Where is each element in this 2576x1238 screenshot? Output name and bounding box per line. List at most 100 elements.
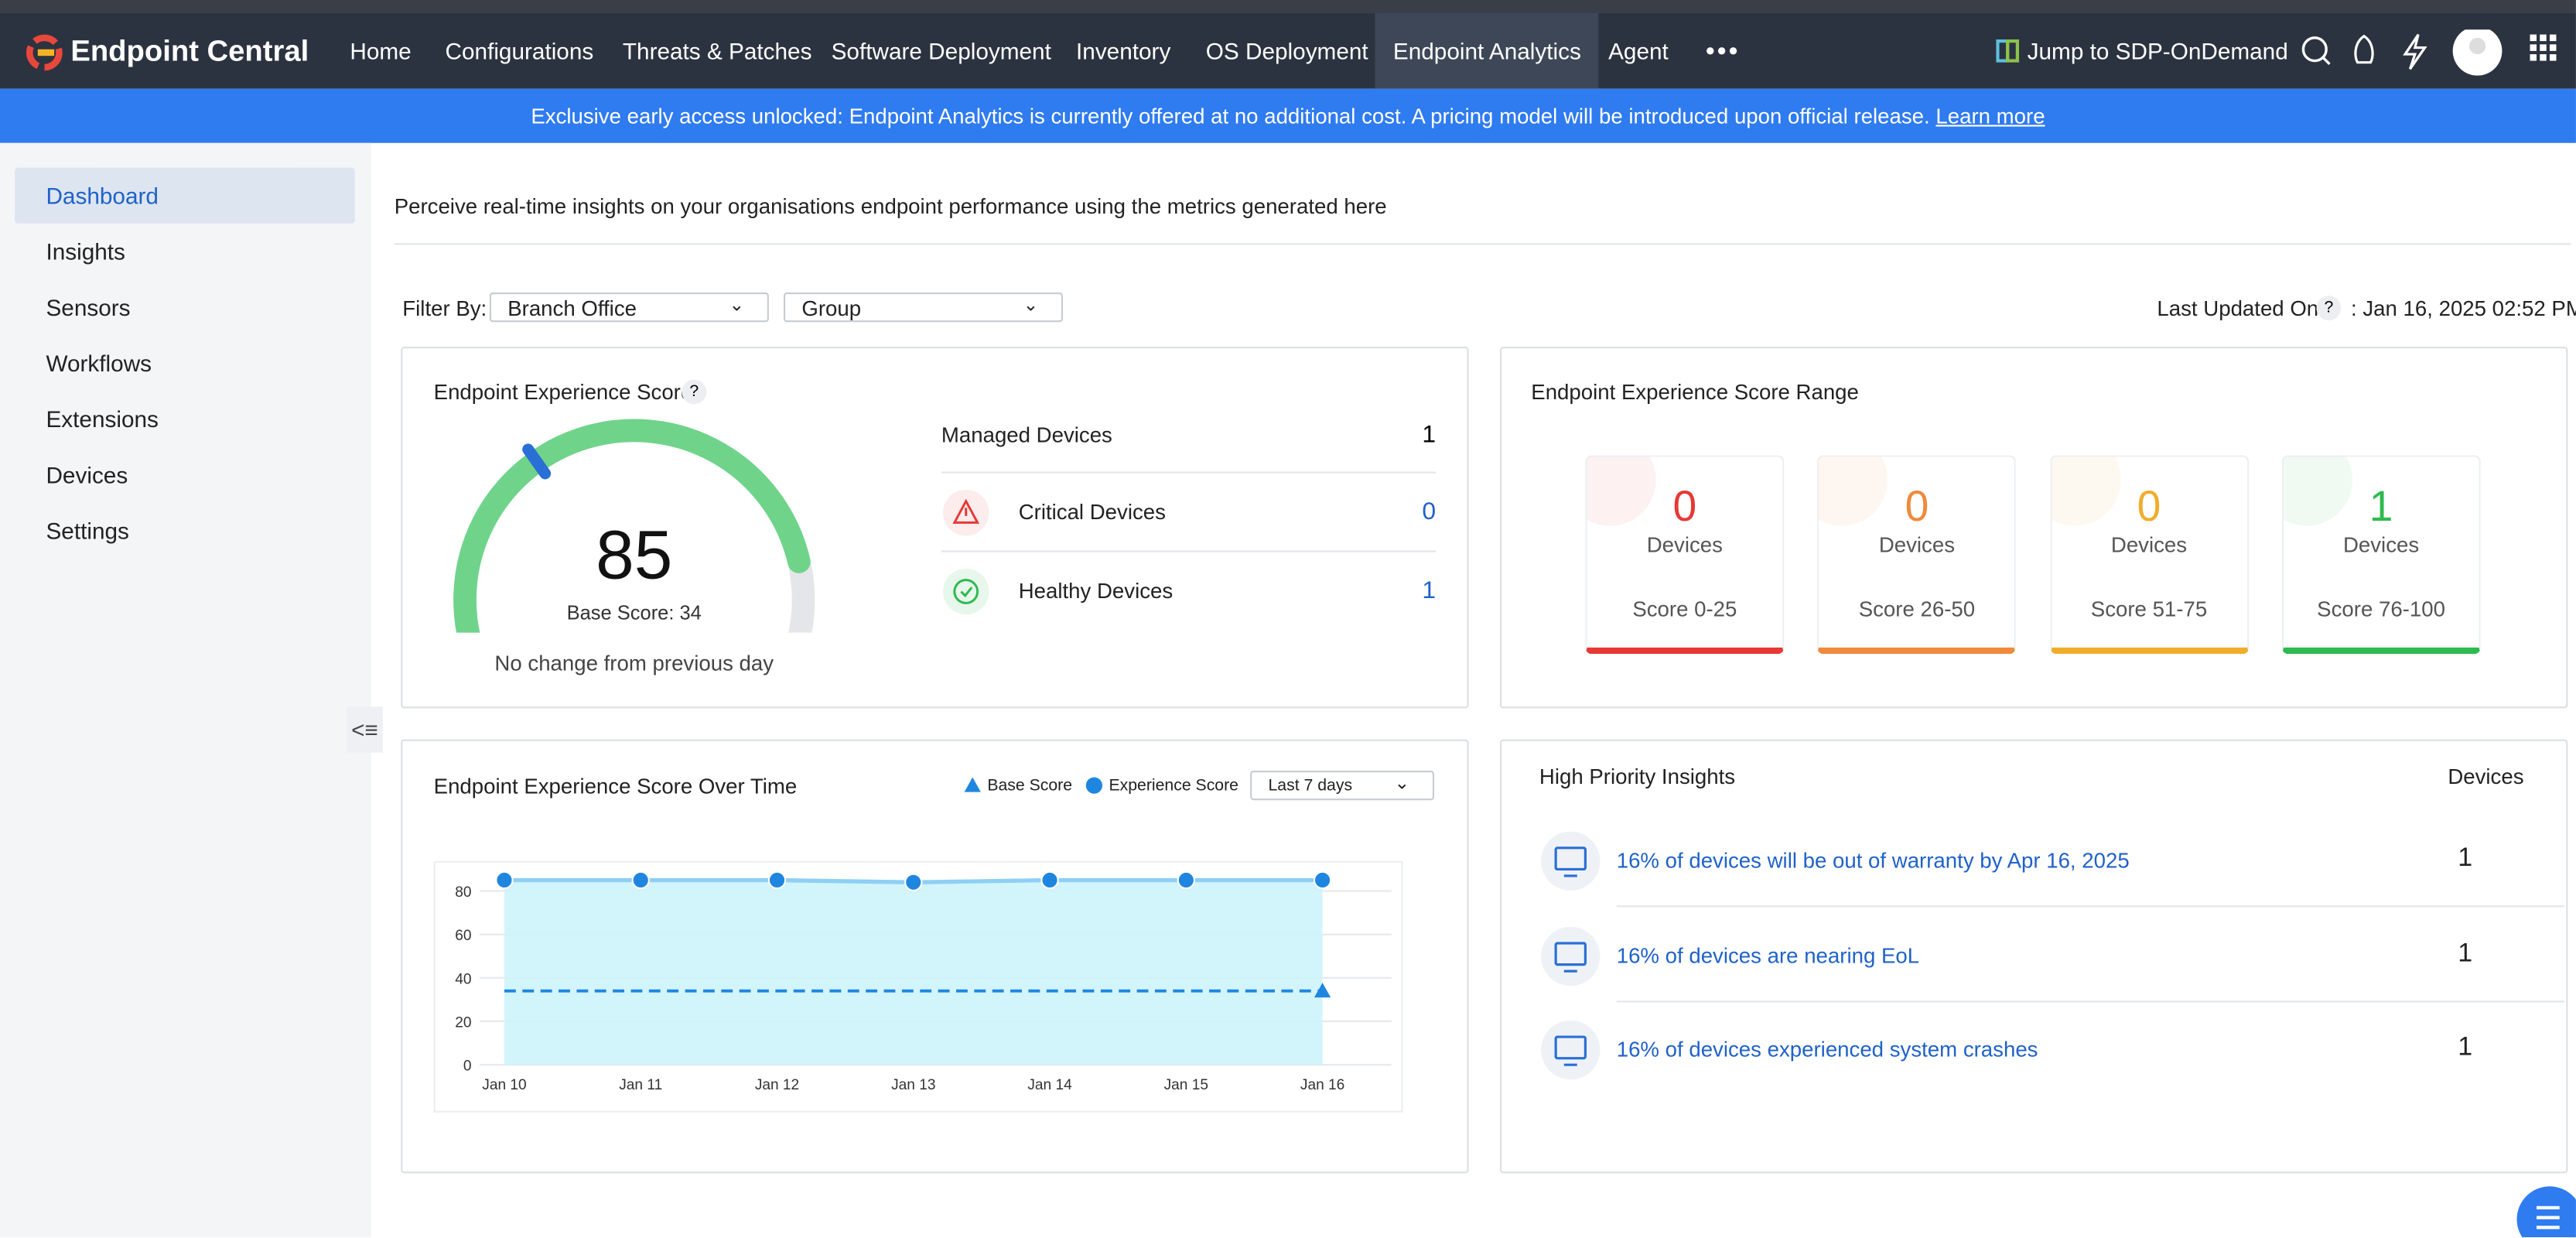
divider bbox=[1616, 1000, 2565, 1002]
x-tick-label: Jan 14 bbox=[1027, 1077, 1072, 1093]
insight-link[interactable]: 16% of devices are nearing EoL bbox=[1616, 942, 1920, 967]
score-note: No change from previous day bbox=[494, 650, 774, 675]
range-tile bbox=[2281, 455, 2481, 655]
brand[interactable]: Endpoint Central bbox=[70, 34, 309, 68]
divider bbox=[394, 243, 2571, 245]
point bbox=[1313, 870, 1332, 890]
legend-marker bbox=[964, 777, 981, 792]
point bbox=[631, 870, 650, 890]
filter-select[interactable]: Group ⌄ bbox=[784, 292, 1064, 323]
sidebar-active bbox=[15, 167, 355, 224]
range-unit: Devices bbox=[1646, 532, 1723, 557]
card-title: High Priority Insights bbox=[1539, 764, 1736, 789]
range-tile bbox=[1817, 455, 2017, 655]
gauge-value bbox=[453, 419, 811, 633]
sdp-icon bbox=[1996, 39, 2020, 63]
updated-value: : Jan 16, 2025 02:52 PM bbox=[2351, 296, 2576, 321]
range-count: 0 bbox=[1905, 481, 1929, 531]
chart-title: Endpoint Experience Score Over Time bbox=[433, 774, 798, 799]
help-icon[interactable]: ? bbox=[2316, 296, 2342, 321]
row-count[interactable]: 0 bbox=[1422, 498, 1437, 526]
insight-icon bbox=[1541, 831, 1601, 891]
sidebar-item[interactable]: Insights bbox=[46, 238, 125, 265]
insight-count: 1 bbox=[2458, 844, 2473, 873]
score-value: 85 bbox=[596, 515, 673, 593]
insight-link[interactable]: 16% of devices experienced system crashe… bbox=[1616, 1037, 2038, 1062]
nav-item[interactable]: Agent bbox=[1608, 37, 1669, 64]
navbar bbox=[0, 12, 2576, 89]
banner-text: Exclusive early access unlocked: Endpoin… bbox=[531, 103, 1930, 128]
sidebar-item[interactable]: Devices bbox=[46, 461, 128, 488]
row-count[interactable]: 1 bbox=[1422, 576, 1437, 605]
x-tick-label: Jan 15 bbox=[1164, 1077, 1208, 1093]
point bbox=[495, 870, 514, 890]
x-tick-label: Jan 12 bbox=[755, 1077, 799, 1093]
nav-item[interactable]: Home bbox=[350, 37, 412, 64]
healthy-icon bbox=[943, 568, 989, 615]
period-select[interactable]: Last 7 days ⌄ bbox=[1250, 771, 1434, 801]
nav-item[interactable]: Threats & Patches bbox=[622, 37, 812, 64]
critical-icon bbox=[943, 489, 989, 536]
range-label: Score 51-75 bbox=[2090, 596, 2208, 621]
insight-icon bbox=[1541, 1020, 1601, 1080]
sidebar-item[interactable]: Sensors bbox=[46, 294, 131, 321]
range-unit: Devices bbox=[2110, 532, 2188, 557]
legend-marker bbox=[1085, 777, 1103, 794]
nav-item[interactable]: Software Deployment bbox=[831, 37, 1051, 64]
row-label: Critical Devices bbox=[1018, 499, 1166, 525]
intro-text: Perceive real-time insights on your orga… bbox=[394, 193, 1387, 219]
collapse-button[interactable]: <≡ bbox=[347, 706, 383, 753]
y-tick-label: 40 bbox=[455, 971, 471, 987]
range-count: 1 bbox=[2369, 481, 2393, 531]
sidebar bbox=[0, 142, 371, 1238]
insight-count: 1 bbox=[2458, 939, 2473, 967]
range-tile bbox=[1585, 455, 1785, 655]
divider bbox=[1616, 905, 2565, 908]
insights-card bbox=[1499, 739, 2568, 1174]
x-tick-label: Jan 11 bbox=[619, 1077, 662, 1093]
sidebar-item[interactable]: Workflows bbox=[46, 350, 152, 377]
base-score-label: Base Score: 34 bbox=[566, 601, 702, 625]
insight-count: 1 bbox=[2458, 1033, 2473, 1062]
divider bbox=[941, 550, 1437, 552]
nav-item[interactable]: Configurations bbox=[445, 37, 594, 64]
insight-link[interactable]: 16% of devices will be out of warranty b… bbox=[1616, 847, 2130, 873]
more-menu[interactable] bbox=[1703, 41, 1743, 60]
base-marker bbox=[1314, 983, 1331, 998]
chat-button[interactable] bbox=[2513, 1183, 2576, 1238]
range-count: 0 bbox=[1672, 481, 1697, 531]
managed-count: 1 bbox=[1422, 420, 1437, 449]
header-icons bbox=[2301, 29, 2557, 76]
range-tile bbox=[2049, 455, 2249, 655]
point bbox=[1177, 870, 1195, 890]
card-title: Endpoint Experience Score Range bbox=[1531, 379, 1859, 405]
nav-item-active[interactable]: Endpoint Analytics bbox=[1375, 12, 1600, 89]
sidebar-item[interactable]: Settings bbox=[46, 517, 129, 544]
managed-label: Managed Devices bbox=[941, 422, 1112, 447]
column-header: Devices bbox=[2448, 764, 2524, 789]
nav-item[interactable]: Inventory bbox=[1076, 37, 1171, 64]
filter-label: Filter By: bbox=[402, 296, 487, 321]
gauge bbox=[453, 419, 815, 633]
legend-label: Experience Score bbox=[1109, 776, 1238, 794]
point bbox=[904, 873, 923, 891]
top-strip bbox=[0, 0, 2576, 13]
sidebar-item[interactable]: Extensions bbox=[46, 405, 159, 433]
period-value: Last 7 days bbox=[1268, 777, 1353, 795]
help-icon[interactable]: ? bbox=[682, 379, 707, 405]
insight-icon bbox=[1541, 925, 1601, 986]
divider bbox=[941, 471, 1437, 474]
banner-link[interactable]: Learn more bbox=[1935, 103, 2045, 128]
range-unit: Devices bbox=[1878, 532, 1956, 557]
nav-item[interactable]: OS Deployment bbox=[1205, 37, 1368, 64]
y-tick-label: 80 bbox=[455, 884, 471, 901]
sidebar-item[interactable]: Dashboard bbox=[46, 182, 159, 209]
y-tick-label: 0 bbox=[463, 1058, 472, 1075]
range-label: Score 76-100 bbox=[2317, 596, 2445, 621]
logo bbox=[26, 34, 63, 71]
chart: 0 20 40 60 80 Jan 10 Jan 11 Jan 12 Jan 13 Jan 14 J… bbox=[455, 776, 1392, 1093]
jump-link[interactable]: Jump to SDP-OnDemand bbox=[2027, 37, 2288, 64]
filter-select[interactable]: Branch Office ⌄ bbox=[489, 292, 769, 323]
legend-label: Base Score bbox=[987, 776, 1072, 794]
